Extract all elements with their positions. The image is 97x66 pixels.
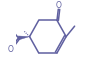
Text: O: O <box>56 1 62 10</box>
Text: O: O <box>7 45 13 54</box>
Polygon shape <box>18 36 30 40</box>
